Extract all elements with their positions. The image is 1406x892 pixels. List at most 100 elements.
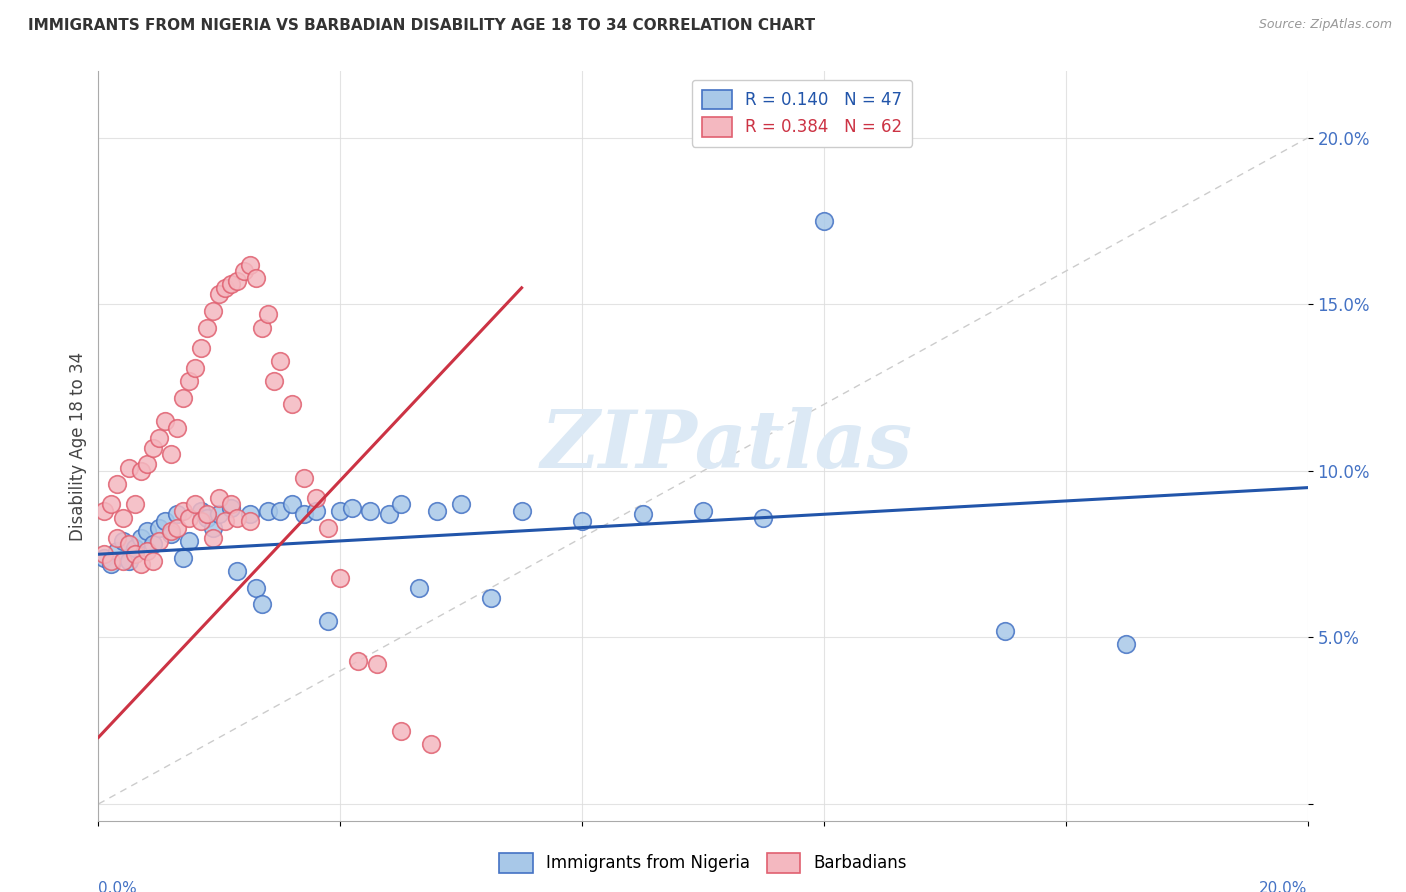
Point — [245, 270, 267, 285]
Point — [239, 514, 262, 528]
Point — [232, 264, 254, 278]
Y-axis label: Disability Age 18 to 34: Disability Age 18 to 34 — [69, 351, 87, 541]
Point — [195, 320, 218, 334]
Point — [160, 527, 183, 541]
Point — [105, 477, 128, 491]
Text: 20.0%: 20.0% — [1260, 880, 1308, 892]
Point — [1115, 637, 1137, 651]
Point — [111, 554, 134, 568]
Point — [360, 504, 382, 518]
Text: Source: ZipAtlas.com: Source: ZipAtlas.com — [1258, 18, 1392, 31]
Point — [226, 564, 249, 578]
Text: ZIPatlas: ZIPatlas — [541, 408, 914, 484]
Point — [752, 510, 775, 524]
Point — [316, 520, 339, 534]
Point — [179, 510, 201, 524]
Point — [172, 391, 194, 405]
Point — [135, 544, 157, 558]
Point — [239, 508, 262, 522]
Point — [208, 508, 231, 522]
Point — [316, 614, 339, 628]
Point — [305, 491, 328, 505]
Point — [160, 447, 183, 461]
Point — [292, 508, 315, 522]
Point — [481, 591, 503, 605]
Point — [124, 547, 146, 561]
Point — [292, 470, 315, 484]
Point — [166, 420, 188, 434]
Point — [420, 737, 443, 751]
Point — [124, 497, 146, 511]
Point — [148, 533, 170, 548]
Point — [142, 554, 165, 568]
Point — [366, 657, 388, 672]
Point — [389, 497, 412, 511]
Point — [389, 723, 412, 738]
Point — [129, 531, 152, 545]
Point — [226, 510, 249, 524]
Point — [329, 570, 352, 584]
Point — [100, 554, 122, 568]
Point — [408, 581, 430, 595]
Point — [202, 520, 225, 534]
Point — [195, 510, 218, 524]
Point — [377, 508, 399, 522]
Point — [450, 497, 472, 511]
Point — [135, 524, 157, 538]
Point — [153, 514, 176, 528]
Point — [281, 397, 304, 411]
Point — [93, 547, 115, 561]
Point — [221, 277, 243, 292]
Point — [105, 531, 128, 545]
Point — [190, 504, 212, 518]
Point — [202, 531, 225, 545]
Point — [172, 550, 194, 565]
Point — [148, 520, 170, 534]
Text: 0.0%: 0.0% — [98, 880, 138, 892]
Point — [111, 510, 134, 524]
Point — [135, 458, 157, 472]
Point — [100, 558, 122, 572]
Point — [93, 504, 115, 518]
Point — [250, 320, 273, 334]
Point — [184, 497, 207, 511]
Point — [692, 504, 714, 518]
Point — [93, 550, 115, 565]
Point — [214, 514, 236, 528]
Point — [208, 287, 231, 301]
Legend: R = 0.140   N = 47, R = 0.384   N = 62: R = 0.140 N = 47, R = 0.384 N = 62 — [692, 79, 912, 146]
Point — [256, 308, 278, 322]
Point — [100, 497, 122, 511]
Point — [148, 431, 170, 445]
Point — [214, 281, 236, 295]
Point — [426, 504, 449, 518]
Point — [269, 354, 291, 368]
Point — [510, 504, 533, 518]
Point — [269, 504, 291, 518]
Point — [129, 464, 152, 478]
Point — [195, 508, 218, 522]
Point — [347, 654, 370, 668]
Point — [994, 624, 1017, 638]
Point — [105, 544, 128, 558]
Point — [111, 533, 134, 548]
Point — [190, 514, 212, 528]
Point — [129, 558, 152, 572]
Point — [184, 360, 207, 375]
Point — [239, 258, 262, 272]
Point — [256, 504, 278, 518]
Point — [118, 537, 141, 551]
Point — [153, 414, 176, 428]
Point — [281, 497, 304, 511]
Point — [571, 514, 593, 528]
Point — [305, 504, 328, 518]
Point — [166, 508, 188, 522]
Point — [118, 554, 141, 568]
Point — [190, 341, 212, 355]
Point — [813, 214, 835, 228]
Point — [221, 500, 243, 515]
Point — [118, 460, 141, 475]
Point — [179, 533, 201, 548]
Point — [226, 274, 249, 288]
Point — [160, 524, 183, 538]
